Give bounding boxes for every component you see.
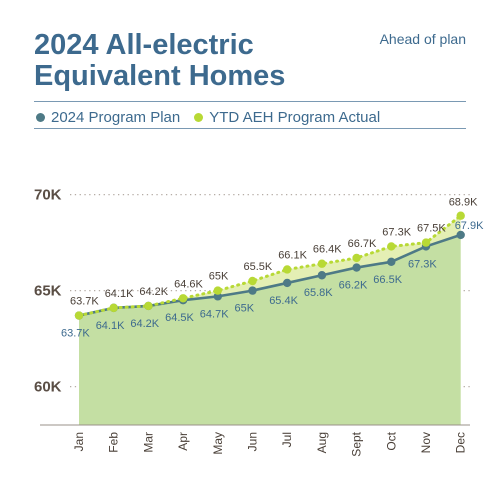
data-label-actual: 67.3K — [382, 226, 411, 238]
data-label-plan: 65K — [235, 303, 255, 315]
legend-item-plan: 2024 Program Plan — [36, 109, 180, 126]
divider-bottom — [34, 128, 466, 129]
x-tick-label: Mar — [141, 432, 155, 453]
data-label-actual: 65K — [209, 271, 229, 283]
point-actual — [109, 303, 118, 313]
x-tick-label: Sept — [350, 431, 364, 456]
point-plan — [352, 263, 361, 272]
data-label-plan: 63.7K — [61, 328, 90, 340]
data-label-plan: 66.2K — [339, 280, 368, 292]
x-tick-label: Aug — [315, 432, 329, 453]
data-label-actual: 63.7K — [70, 296, 99, 308]
point-actual — [178, 294, 188, 303]
point-plan — [248, 286, 257, 295]
point-actual — [283, 265, 292, 274]
data-label-actual: 64.1K — [105, 288, 134, 300]
data-label-plan: 67.9K — [455, 220, 484, 232]
legend-label-plan: 2024 Program Plan — [51, 108, 181, 126]
point-plan — [456, 230, 465, 240]
data-label-plan: 67.3K — [408, 258, 437, 270]
data-label-plan: 65.4K — [269, 295, 298, 307]
data-label-actual: 66.4K — [313, 244, 342, 256]
x-tick-label: Jun — [246, 432, 260, 451]
status-note: Ahead of plan — [379, 31, 466, 47]
data-label-plan: 66.5K — [373, 274, 402, 286]
x-tick-label: Jul — [280, 432, 294, 447]
point-plan — [213, 292, 222, 301]
point-actual — [248, 276, 257, 286]
y-tick-label: 65K — [34, 283, 62, 300]
x-tick-label: Feb — [107, 432, 121, 453]
divider-top — [34, 101, 466, 102]
legend-item-actual: YTD AEH Program Actual — [194, 109, 380, 126]
point-plan — [387, 257, 396, 266]
x-tick-label: Nov — [419, 432, 433, 453]
y-tick-label: 70K — [34, 187, 62, 204]
data-label-plan: 64.2K — [130, 318, 159, 330]
x-tick-label: Apr — [176, 432, 190, 451]
point-actual — [144, 301, 153, 311]
data-label-actual: 66.1K — [278, 249, 307, 261]
point-actual — [74, 311, 84, 320]
point-actual — [352, 253, 361, 263]
x-tick-label: Oct — [384, 431, 398, 450]
series-line-actual — [77, 214, 463, 318]
legend-marker-plan — [36, 112, 45, 122]
data-label-plan: 64.7K — [200, 308, 229, 320]
data-label-actual: 66.7K — [348, 238, 377, 250]
x-tick-label: May — [211, 432, 225, 455]
legend: 2024 Program Plan YTD AEH Program Actual — [36, 107, 380, 127]
legend-marker-actual — [194, 112, 204, 122]
point-actual — [387, 242, 396, 251]
data-label-plan: 64.1K — [96, 320, 125, 332]
data-label-actual: 65.5K — [244, 261, 273, 273]
point-actual — [421, 238, 431, 247]
point-actual — [456, 211, 465, 220]
data-label-actual: 64.2K — [139, 286, 168, 298]
chart-title: 2024 All-electric Equivalent Homes — [34, 29, 286, 92]
x-tick-label: Jan — [72, 432, 86, 451]
point-plan — [317, 271, 327, 280]
point-actual — [317, 259, 327, 268]
data-label-actual: 67.5K — [417, 223, 446, 235]
x-tick-label: Dec — [454, 432, 468, 453]
data-label-plan: 64.5K — [165, 312, 194, 324]
plan-area — [79, 234, 461, 425]
legend-label-actual: YTD AEH Program Actual — [209, 108, 381, 126]
y-tick-label: 60K — [34, 379, 62, 396]
point-actual — [213, 286, 222, 295]
data-label-plan: 65.8K — [304, 287, 333, 299]
point-plan — [283, 278, 292, 288]
data-label-actual: 68.9K — [449, 197, 478, 209]
data-label-actual: 64.6K — [174, 278, 203, 290]
